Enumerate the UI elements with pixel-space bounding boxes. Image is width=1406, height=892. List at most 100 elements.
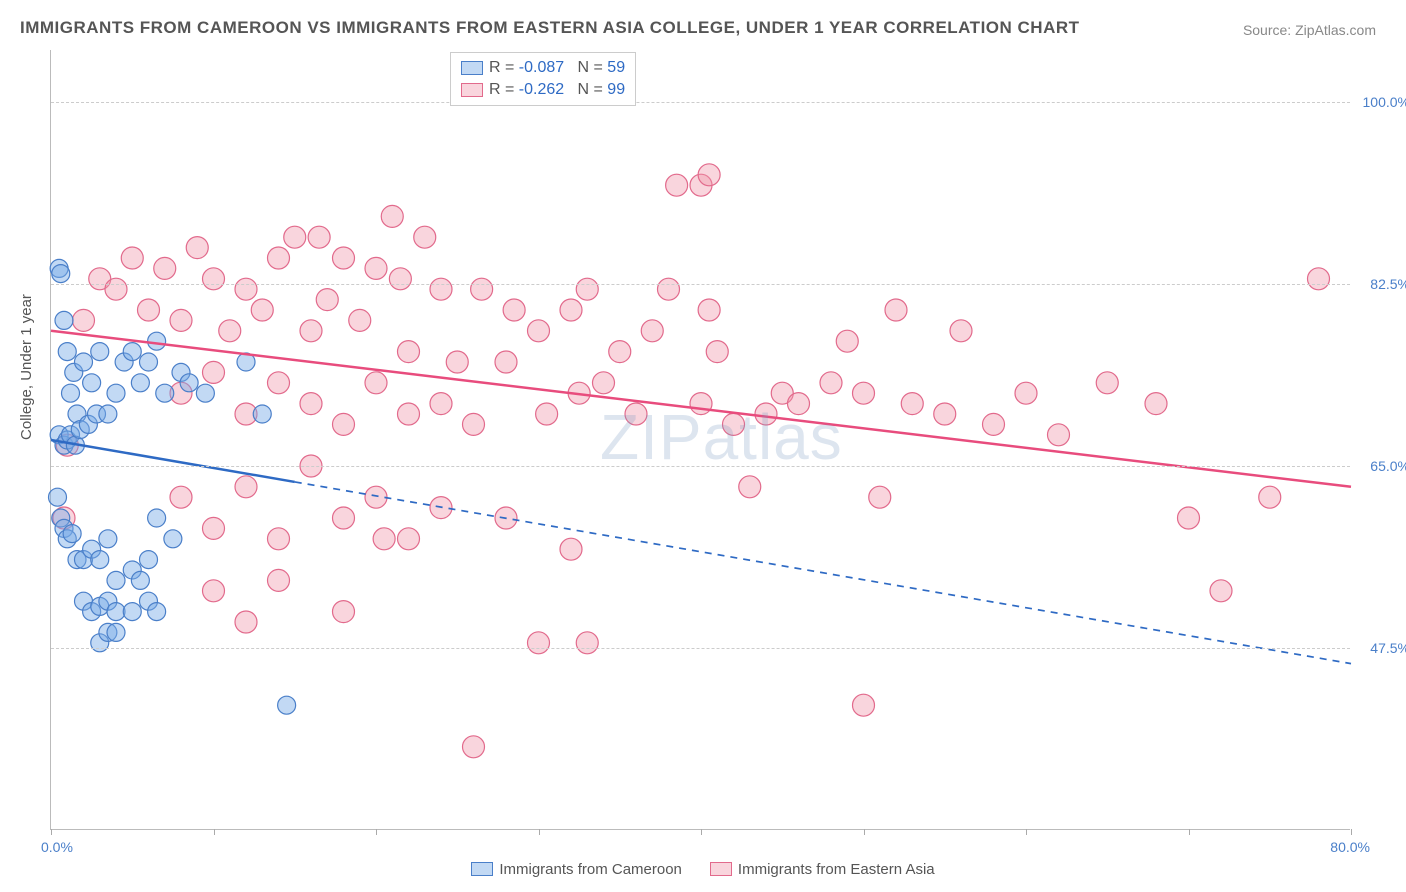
data-point [180,374,198,392]
gridline [51,648,1350,649]
x-tick [864,829,865,835]
data-point [430,278,452,300]
data-point [284,226,306,248]
data-point [49,488,67,506]
data-point [755,403,777,425]
legend-stats: R = -0.087 N = 59 [489,57,625,79]
legend-swatch [710,862,732,876]
page-title: IMMIGRANTS FROM CAMEROON VS IMMIGRANTS F… [20,18,1080,38]
data-point [414,226,436,248]
data-point [107,623,125,641]
data-point [203,268,225,290]
data-point [107,603,125,621]
data-point [333,507,355,529]
data-point [463,736,485,758]
legend-label: Immigrants from Eastern Asia [738,861,935,878]
legend-item: Immigrants from Cameroon [471,861,682,878]
legend-swatch [461,83,483,97]
data-point [950,320,972,342]
data-point [625,403,647,425]
x-axis-min-label: 0.0% [41,839,73,855]
data-point [706,341,728,363]
data-point [1308,268,1330,290]
data-point [107,571,125,589]
x-tick [539,829,540,835]
data-point [641,320,663,342]
data-point [55,311,73,329]
data-point [365,257,387,279]
data-point [381,205,403,227]
data-point [885,299,907,321]
data-point [333,413,355,435]
data-point [105,278,127,300]
legend-item: Immigrants from Eastern Asia [710,861,935,878]
x-tick [1189,829,1190,835]
data-point [73,309,95,331]
data-point [203,517,225,539]
data-point [666,174,688,196]
data-point [251,299,273,321]
data-point [1096,372,1118,394]
x-tick [701,829,702,835]
data-point [690,393,712,415]
y-tick-label: 65.0% [1370,458,1406,474]
data-point [739,476,761,498]
data-point [131,571,149,589]
data-point [300,393,322,415]
data-point [75,353,93,371]
data-point [148,603,166,621]
data-point [203,361,225,383]
data-point [268,569,290,591]
scatter-chart: 0.0% 80.0% 47.5%65.0%82.5%100.0% [50,50,1350,830]
data-point [698,164,720,186]
data-point [1015,382,1037,404]
source-attribution: Source: ZipAtlas.com [1243,22,1376,38]
gridline [51,466,1350,467]
data-point [528,320,550,342]
data-point [308,226,330,248]
data-point [1048,424,1070,446]
data-point [593,372,615,394]
data-point [268,528,290,550]
legend-swatch [461,61,483,75]
data-point [389,268,411,290]
series-legend: Immigrants from Cameroon Immigrants from … [0,861,1406,881]
data-point [148,509,166,527]
data-point [723,413,745,435]
data-point [99,405,117,423]
data-point [398,528,420,550]
data-point [398,341,420,363]
data-point [869,486,891,508]
data-point [121,247,143,269]
legend-row: R = -0.087 N = 59 [461,57,625,79]
data-point [58,343,76,361]
data-point [333,247,355,269]
data-point [52,265,70,283]
data-point [235,476,257,498]
data-point [528,632,550,654]
data-point [186,237,208,259]
legend-label: Immigrants from Cameroon [499,861,682,878]
data-point [349,309,371,331]
data-point [196,384,214,402]
data-point [853,382,875,404]
data-point [788,393,810,415]
y-tick-label: 100.0% [1363,94,1406,110]
data-point [576,632,598,654]
data-point [131,374,149,392]
legend-row: R = -0.262 N = 99 [461,79,625,101]
data-point [430,393,452,415]
data-point [140,551,158,569]
x-tick [51,829,52,835]
data-point [373,528,395,550]
data-point [503,299,525,321]
data-point [536,403,558,425]
data-point [170,309,192,331]
data-point [253,405,271,423]
data-point [609,341,631,363]
legend-stats: R = -0.262 N = 99 [489,79,625,101]
data-point [99,530,117,548]
data-point [156,384,174,402]
data-point [333,601,355,623]
data-point [235,278,257,300]
